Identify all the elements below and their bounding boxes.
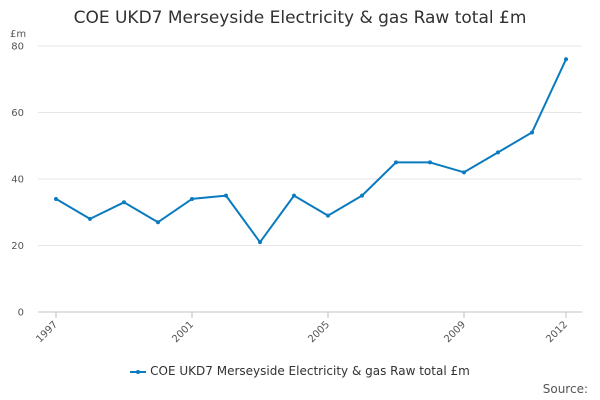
x-axis-ticks: 1997 2001 2005 2009 2012 bbox=[34, 312, 570, 345]
data-point bbox=[190, 196, 194, 201]
data-point bbox=[530, 130, 534, 135]
data-point bbox=[394, 160, 398, 165]
y-tick-label: 60 bbox=[11, 108, 24, 119]
x-tick-label: 2012 bbox=[544, 319, 570, 345]
data-point bbox=[360, 193, 364, 198]
x-tick-label: 2005 bbox=[306, 319, 332, 345]
data-point bbox=[224, 193, 228, 198]
data-point bbox=[292, 193, 296, 198]
y-tick-label: 80 bbox=[11, 42, 24, 53]
legend-label: COE UKD7 Merseyside Electricity & gas Ra… bbox=[150, 364, 470, 378]
chart-title: COE UKD7 Merseyside Electricity & gas Ra… bbox=[73, 8, 527, 28]
data-point bbox=[88, 216, 92, 221]
source-label: Source: bbox=[542, 382, 588, 396]
data-point bbox=[496, 150, 500, 155]
x-tick-label: 2009 bbox=[442, 319, 468, 345]
gridlines bbox=[38, 45, 582, 246]
y-tick-label: 20 bbox=[11, 241, 24, 252]
legend-line-icon bbox=[130, 367, 147, 377]
data-point bbox=[54, 196, 58, 201]
data-point bbox=[326, 213, 330, 218]
data-point bbox=[122, 200, 126, 205]
y-tick-label: 0 bbox=[18, 308, 24, 319]
series-group bbox=[54, 57, 568, 245]
y-tick-label: 40 bbox=[11, 175, 24, 186]
x-tick-label: 1997 bbox=[34, 319, 60, 345]
data-point bbox=[462, 170, 466, 175]
y-axis-label: £m bbox=[10, 29, 26, 40]
data-point bbox=[258, 240, 262, 245]
legend: COE UKD7 Merseyside Electricity & gas Ra… bbox=[0, 364, 600, 378]
data-point bbox=[428, 160, 432, 165]
data-point bbox=[156, 220, 160, 225]
data-point bbox=[564, 57, 568, 62]
y-axis-ticks: 0 20 40 60 80 bbox=[11, 42, 24, 319]
x-tick-label: 2001 bbox=[170, 319, 196, 345]
series-line bbox=[55, 58, 567, 244]
